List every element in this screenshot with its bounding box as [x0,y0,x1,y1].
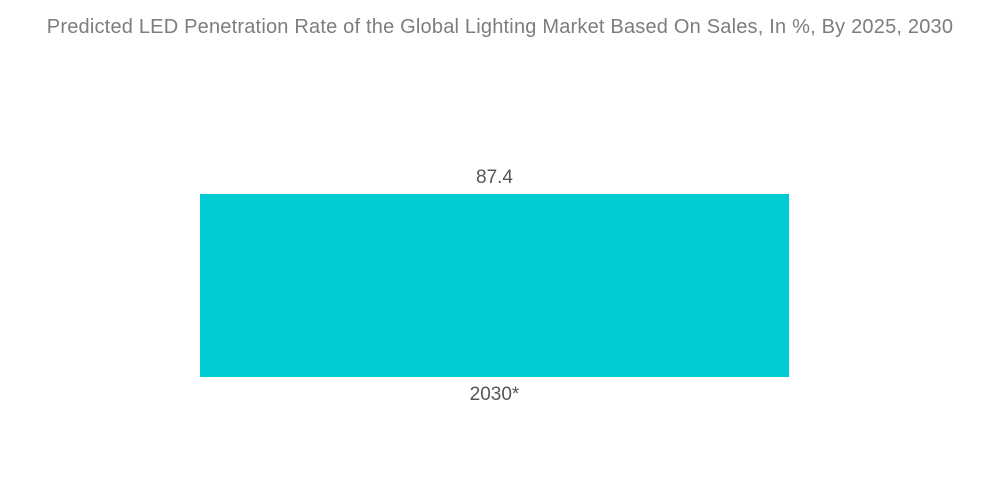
x-axis-category-label: 2030* [469,384,520,405]
bar-2030 [200,194,789,377]
bar-group-2030: 87.4 2030* [200,160,789,406]
bar-value-label: 87.4 [476,167,513,188]
chart-title: Predicted LED Penetration Rate of the Gl… [46,16,954,38]
